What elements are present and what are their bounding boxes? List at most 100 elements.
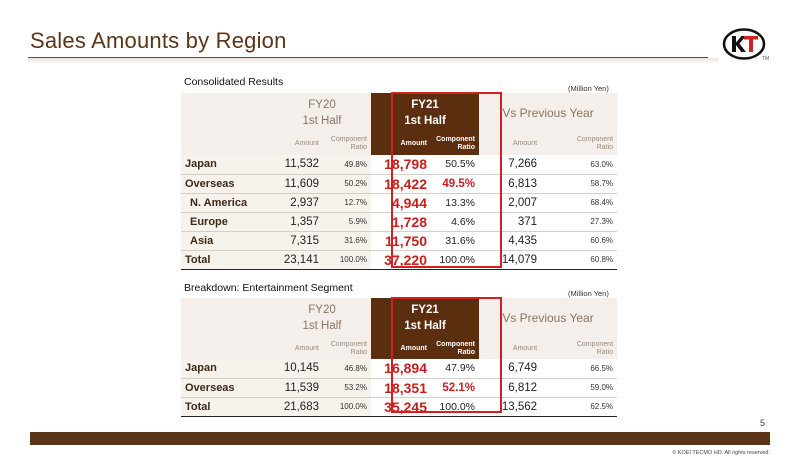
fy21-ratio: 50.5% xyxy=(431,155,480,175)
fy20-ratio: 100.0% xyxy=(323,396,371,417)
fy20-ratio: 31.6% xyxy=(323,231,371,251)
fy21-period-header: FY21 1st Half xyxy=(371,298,480,338)
consolidated-results-title: Consolidated Results xyxy=(184,76,284,88)
table-row: Europe 1,357 5.9% 1,728 4.6% 371 27.3% xyxy=(181,212,618,232)
fy21-half-label: 1st Half xyxy=(404,320,446,332)
vs-ratio: 60.6% xyxy=(541,231,618,251)
table-row-total: Total 21,683 100.0% 35,245 100.0% 13,562… xyxy=(181,396,618,417)
row-label: Europe xyxy=(181,212,273,232)
page-number: 5 xyxy=(760,418,766,428)
vs-ratio: 66.5% xyxy=(541,359,618,379)
fy21-amount-subheader: Amount xyxy=(371,338,431,359)
fy21-half-label: 1st Half xyxy=(404,115,446,127)
vs-amount: 4,435 xyxy=(479,231,542,251)
fy20-amount: 7,315 xyxy=(273,231,323,251)
fy21-ratio: 13.3% xyxy=(431,193,480,213)
fy20-period-header: FY20 1st Half xyxy=(273,298,371,338)
vs-previous-year-header: Vs Previous Year xyxy=(479,93,618,133)
fy20-ratio: 5.9% xyxy=(323,212,371,232)
fy20-amount: 10,145 xyxy=(273,359,323,379)
consolidated-unit-label: (Million Yen) xyxy=(568,84,609,93)
row-label: Overseas xyxy=(181,378,273,398)
row-label: Japan xyxy=(181,359,273,379)
fy20-ratio: 46.8% xyxy=(323,359,371,379)
vs-ratio: 27.3% xyxy=(541,212,618,232)
fy20-ratio: 12.7% xyxy=(323,193,371,213)
fy20-ratio: 50.2% xyxy=(323,174,371,194)
fy21-amount: 18,422 xyxy=(371,174,431,194)
title-underline xyxy=(28,57,708,58)
vs-ratio: 58.7% xyxy=(541,174,618,194)
fy21-ratio: 31.6% xyxy=(431,231,480,251)
fy21-amount: 37,220 xyxy=(371,249,431,270)
fy21-ratio: 100.0% xyxy=(431,249,480,270)
header-empty-cell xyxy=(181,298,273,338)
fy20-ratio: 49.8% xyxy=(323,155,371,175)
fy21-ratio-subheader: Component Ratio xyxy=(431,338,480,359)
vs-amount: 14,079 xyxy=(479,249,542,270)
fy20-label: FY20 xyxy=(308,99,336,111)
entertainment-segment-table: FY20 1st Half FY21 1st Half Vs Previous … xyxy=(181,298,618,417)
trademark-symbol: TM xyxy=(762,56,770,62)
fy20-label: FY20 xyxy=(308,304,336,316)
row-label: Asia xyxy=(181,231,273,251)
row-label: N. America xyxy=(181,193,273,213)
fy21-amount: 18,351 xyxy=(371,378,431,398)
fy20-ratio: 100.0% xyxy=(323,249,371,270)
fy20-ratio: 53.2% xyxy=(323,378,371,398)
fy21-period-header: FY21 1st Half xyxy=(371,93,480,133)
vs-amount: 371 xyxy=(479,212,542,232)
fy21-ratio: 100.0% xyxy=(431,396,480,417)
fy20-amount: 11,609 xyxy=(273,174,323,194)
table-row-total: Total 23,141 100.0% 37,220 100.0% 14,079… xyxy=(181,249,618,270)
fy20-amount: 21,683 xyxy=(273,396,323,417)
vs-ratio: 63.0% xyxy=(541,155,618,175)
consolidated-results-table: FY20 1st Half FY21 1st Half Vs Previous … xyxy=(181,93,618,270)
vs-ratio: 68.4% xyxy=(541,193,618,213)
vs-amount-subheader: Amount xyxy=(479,133,542,155)
table-row: Overseas 11,539 53.2% 18,351 52.1% 6,812… xyxy=(181,378,618,398)
fy21-amount: 11,750 xyxy=(371,231,431,251)
vs-ratio: 62.5% xyxy=(541,396,618,417)
entertainment-segment-title: Breakdown: Entertainment Segment xyxy=(184,282,353,294)
fy20-amount-subheader: Amount xyxy=(273,338,323,359)
vs-amount: 6,813 xyxy=(479,174,542,194)
vs-amount: 6,812 xyxy=(479,378,542,398)
fy21-ratio: 49.5% xyxy=(431,174,480,194)
header-empty-cell xyxy=(181,93,273,133)
fy21-label: FY21 xyxy=(411,99,439,111)
vs-amount: 7,266 xyxy=(479,155,542,175)
fy20-amount: 1,357 xyxy=(273,212,323,232)
vs-amount: 13,562 xyxy=(479,396,542,417)
vs-ratio-subheader: Component Ratio xyxy=(541,133,618,155)
fy21-amount: 35,245 xyxy=(371,396,431,417)
entertainment-unit-label: (Million Yen) xyxy=(568,289,609,298)
table-row: Overseas 11,609 50.2% 18,422 49.5% 6,813… xyxy=(181,174,618,194)
row-label: Total xyxy=(181,249,273,270)
footer-bar xyxy=(30,432,770,445)
fy20-half-label: 1st Half xyxy=(302,115,342,127)
copyright-notice: © KOEI TECMO HD. All rights reserved. xyxy=(672,450,770,456)
fy20-amount: 23,141 xyxy=(273,249,323,270)
fy21-label: FY21 xyxy=(411,304,439,316)
fy20-half-label: 1st Half xyxy=(302,320,342,332)
table-row: Japan 11,532 49.8% 18,798 50.5% 7,266 63… xyxy=(181,155,618,175)
fy21-ratio: 4.6% xyxy=(431,212,480,232)
vs-amount-subheader: Amount xyxy=(479,338,542,359)
vs-ratio: 59.0% xyxy=(541,378,618,398)
fy20-amount: 11,532 xyxy=(273,155,323,175)
fy21-amount: 4,944 xyxy=(371,193,431,213)
fy21-ratio: 47.9% xyxy=(431,359,480,379)
title-underline-shadow xyxy=(28,58,718,64)
fy20-ratio-subheader: Component Ratio xyxy=(323,338,371,359)
fy21-ratio-subheader: Component Ratio xyxy=(431,133,480,155)
vs-ratio: 60.8% xyxy=(541,249,618,270)
fy20-ratio-subheader: Component Ratio xyxy=(323,133,371,155)
vs-previous-year-header: Vs Previous Year xyxy=(479,298,618,338)
fy21-amount: 1,728 xyxy=(371,212,431,232)
fy20-amount-subheader: Amount xyxy=(273,133,323,155)
fy21-ratio: 52.1% xyxy=(431,378,480,398)
slide-title: Sales Amounts by Region xyxy=(30,28,287,53)
fy20-amount: 2,937 xyxy=(273,193,323,213)
fy21-amount: 16,894 xyxy=(371,359,431,379)
